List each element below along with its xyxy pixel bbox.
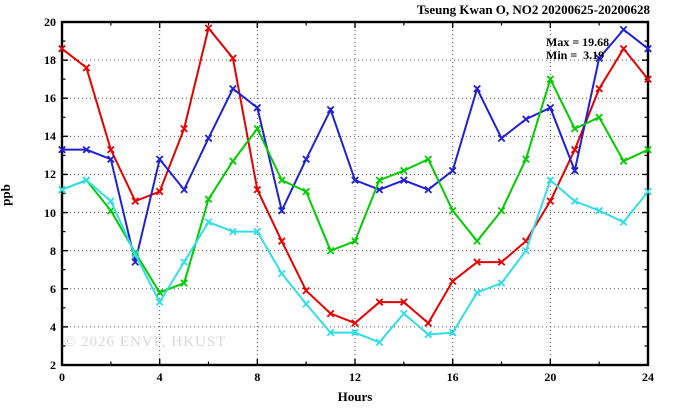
series-red-line-markers	[58, 24, 652, 327]
max-value-label: Max = 19.68	[546, 35, 610, 49]
plot-frame	[60, 20, 650, 367]
y-tick-label-8: 8	[50, 243, 56, 258]
y-tick-label-2: 2	[50, 358, 56, 372]
y-axis-label: ppb	[0, 184, 13, 206]
chart-title: Tseung Kwan O, NO2 20200625-20200628	[416, 2, 650, 17]
max-min-annotation: Max = 19.68 Min = 3.19	[546, 36, 609, 62]
x-axis-label: Hours	[337, 389, 373, 404]
series-cyan-line-markers	[58, 176, 652, 347]
x-tick-label-24: 24	[642, 370, 654, 384]
y-tick-label-14: 14	[44, 129, 56, 144]
y-tick-label-20: 20	[44, 15, 56, 29]
x-tick-label-16: 16	[446, 370, 459, 384]
x-tick-label-20: 20	[544, 370, 557, 384]
y-tick-label-4: 4	[50, 319, 56, 334]
series-blue-line-path	[62, 28, 649, 263]
x-tick-label-8: 8	[254, 370, 261, 384]
series-blue-line-markers	[58, 25, 652, 266]
series-cyan-line	[58, 176, 652, 347]
y-tick-label-12: 12	[44, 167, 56, 182]
series-blue-line	[58, 25, 652, 266]
y-tick-label-10: 10	[44, 205, 56, 220]
min-value-label: Min = 3.19	[546, 48, 605, 62]
y-tick-label-16: 16	[44, 91, 56, 106]
x-tick-label-0: 0	[59, 370, 65, 384]
series-red-line	[58, 24, 652, 327]
watermark-text: © 2026 ENVF, HKUST	[64, 334, 227, 350]
y-tick-label-6: 6	[50, 281, 56, 296]
y-tick-label-18: 18	[44, 53, 56, 68]
x-tick-label-12: 12	[349, 370, 361, 384]
x-tick-label-4: 4	[156, 370, 163, 384]
series-green-line-path	[61, 76, 649, 294]
